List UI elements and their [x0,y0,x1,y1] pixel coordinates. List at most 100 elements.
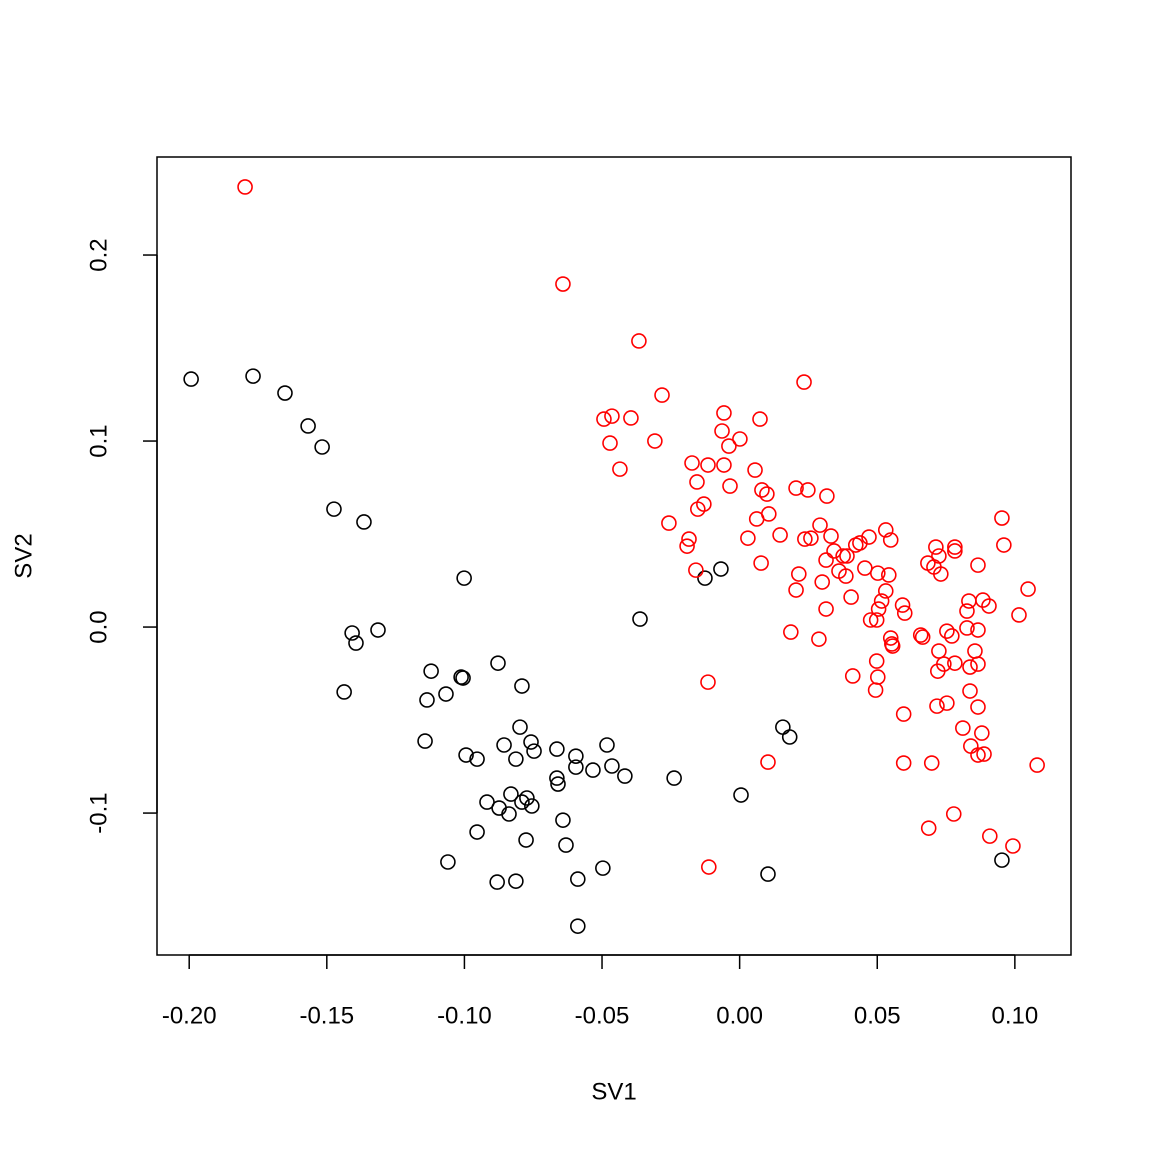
point [356,514,372,530]
point [752,411,768,427]
point [713,561,729,577]
point [788,480,804,496]
point [962,659,978,675]
point [873,593,890,609]
point [661,515,677,531]
point [967,643,983,659]
point [996,537,1012,553]
point [868,612,885,628]
point [438,686,454,702]
point [781,729,798,745]
point [839,548,855,564]
y-axis-label: SV2 [10,533,37,578]
point [696,496,712,512]
point [754,482,770,498]
point [814,574,831,590]
point [788,582,804,598]
point [716,457,732,473]
point [947,655,963,671]
point [604,758,620,774]
point [796,374,812,390]
point [843,589,859,605]
point [490,655,506,671]
point [877,583,894,599]
point [336,684,352,700]
point [920,820,937,836]
point [555,812,571,828]
point [679,538,695,554]
point [514,678,530,694]
point [759,486,775,502]
point [975,592,991,608]
point [419,692,435,708]
point [931,548,947,564]
point [962,683,978,699]
point [550,776,566,792]
y-tick-label: 0.0 [85,610,112,643]
x-axis-label: SV1 [591,1078,636,1105]
point [245,368,261,384]
point [775,719,791,735]
point [721,438,737,454]
point [690,501,706,517]
point [896,605,913,621]
point [963,738,979,754]
point [423,663,439,679]
y-tick-label: -0.1 [85,792,112,833]
point [612,461,628,477]
point [877,522,894,538]
point [811,631,827,647]
point [701,859,717,875]
point [1011,607,1027,623]
point [884,638,901,654]
point [970,747,986,763]
point [800,482,816,498]
x-tick-label: 0.05 [854,1002,901,1029]
point [623,410,639,426]
point [928,539,944,555]
plot-frame [156,156,1072,956]
point [549,770,565,786]
point [760,754,776,770]
point [585,762,601,778]
point [939,695,955,711]
point [868,653,885,669]
x-tick-label: -0.20 [162,1002,217,1029]
point [970,557,986,573]
point [595,860,611,876]
point [666,770,682,786]
point [914,629,931,645]
point [417,733,433,749]
point [237,179,253,195]
point [945,806,962,822]
point [994,510,1010,526]
point [1029,757,1045,773]
point [314,439,330,455]
point [700,674,716,690]
point [558,837,574,853]
point [689,474,705,490]
point [812,517,828,533]
point [895,706,912,722]
point [489,874,505,890]
point [479,794,495,810]
point [933,566,949,582]
point [760,866,776,882]
point [929,698,945,714]
point [797,531,813,547]
point [818,601,834,617]
x-tick-label: -0.15 [299,1002,354,1029]
point [947,539,963,555]
point [981,598,997,614]
point [568,748,584,764]
point [524,798,540,814]
point [456,570,472,586]
point [970,656,986,672]
point [596,411,612,427]
point [838,568,854,584]
point [857,560,873,576]
point [570,918,586,934]
point [523,734,539,750]
point [783,624,799,640]
point [862,612,879,628]
